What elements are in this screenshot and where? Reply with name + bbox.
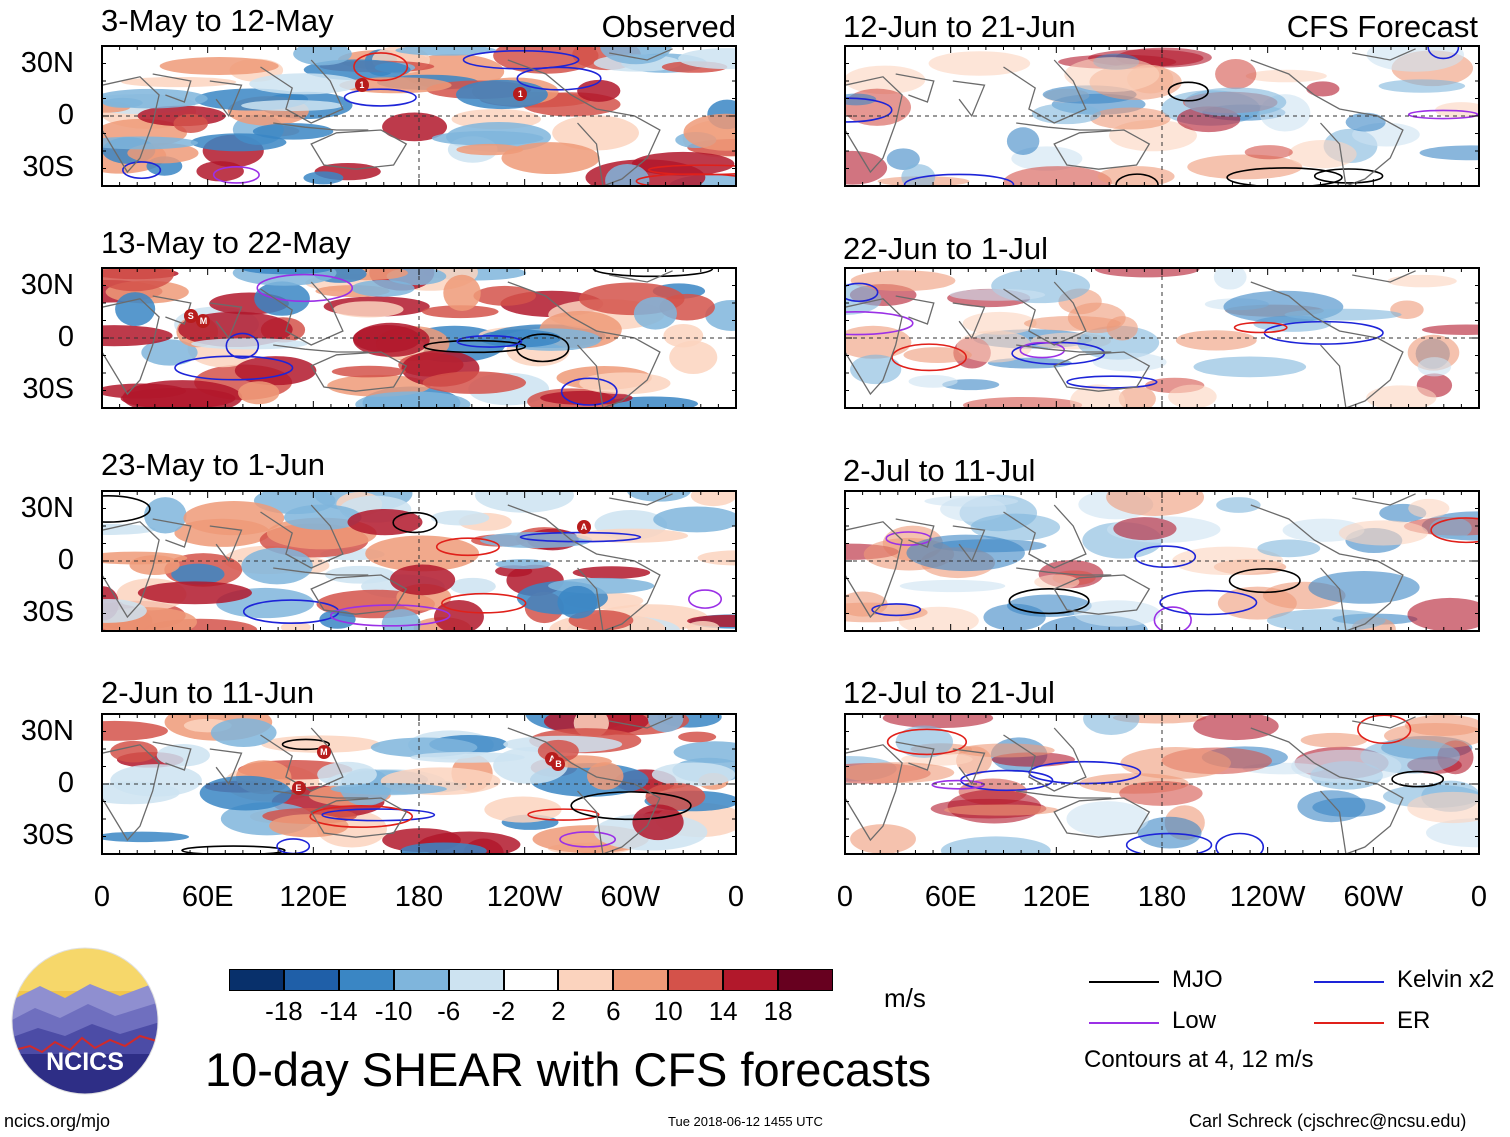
lon-label: 120E	[279, 881, 348, 913]
lat-label: 30N	[20, 269, 74, 302]
lat-label: 30S	[22, 150, 74, 183]
observed-shear-map-4	[101, 713, 737, 855]
storm-marker: E	[291, 781, 306, 796]
storm-marker: M	[196, 314, 211, 329]
colorbar	[229, 969, 833, 993]
observed-shear-map-2	[101, 267, 737, 409]
colorbar-tick-label: -6	[437, 996, 461, 1026]
storm-marker: A	[576, 520, 591, 535]
observed-shear-map-1	[101, 45, 737, 187]
lat-label: 30S	[22, 595, 74, 628]
lon-label: 0	[836, 881, 854, 913]
lon-label: 120W	[1229, 881, 1306, 913]
storm-marker: 1	[513, 86, 528, 101]
obs-panel-4-title: 2-Jun to 11-Jun	[101, 675, 315, 710]
legend-line-mjo	[1089, 981, 1159, 983]
legend-label: Low	[1172, 1007, 1217, 1034]
obs-panel-3-title: 23-May to 1-Jun	[101, 447, 325, 482]
colorbar-tick-label: -10	[374, 996, 413, 1026]
colorbar-tick-label: -14	[320, 996, 358, 1026]
lon-label: 120W	[486, 881, 563, 913]
colorbar-segment	[393, 969, 449, 991]
legend-line-kelvin-x2	[1314, 981, 1384, 983]
legend-line-low	[1089, 1022, 1159, 1024]
legend-label: Kelvin x2	[1397, 966, 1495, 993]
forecast-shear-map-3	[844, 490, 1480, 632]
colorbar-segment	[448, 969, 504, 991]
lat-label: 0	[57, 321, 74, 353]
colorbar-segment	[558, 969, 614, 991]
obs-panel-1-title: 3-May to 12-May	[101, 3, 334, 38]
colorbar-segment	[503, 969, 559, 991]
lon-label: 180	[394, 881, 444, 913]
storm-marker: M	[316, 744, 331, 759]
colorbar-unit: m/s	[884, 983, 926, 1013]
legend-line-er	[1314, 1022, 1384, 1024]
fcst-panel-4-title: 12-Jul to 21-Jul	[843, 675, 1055, 710]
observed-label: Observed	[601, 9, 736, 44]
colorbar-tick-label: 14	[708, 996, 738, 1026]
colorbar-segment	[229, 969, 284, 991]
lon-label: 120E	[1022, 881, 1091, 913]
fcst-panel-1-title: 12-Jun to 21-Jun	[843, 9, 1076, 44]
storm-marker: S	[183, 308, 198, 323]
lon-label: 60W	[1343, 881, 1404, 913]
lon-label: 60W	[600, 881, 661, 913]
colorbar-segment	[668, 969, 724, 991]
lat-label: 30N	[20, 715, 74, 748]
footer-url[interactable]: ncics.org/mjo	[4, 1111, 111, 1131]
fcst-panel-3-title: 2-Jul to 11-Jul	[843, 453, 1036, 488]
lon-label: 180	[1137, 881, 1187, 913]
colorbar-tick-label: 18	[763, 996, 793, 1026]
lat-label: 0	[57, 767, 74, 799]
colorbar-tick-label: -18	[265, 996, 303, 1026]
cfs-forecast-label: CFS Forecast	[1286, 9, 1478, 44]
ncics-logo: NCICS	[11, 947, 159, 1095]
colorbar-segment	[778, 969, 833, 991]
lat-label: 0	[57, 99, 74, 131]
colorbar-segment	[283, 969, 339, 991]
lat-label: 30S	[22, 372, 74, 405]
forecast-shear-map-1	[844, 45, 1480, 187]
colorbar-tick-label: -2	[491, 996, 516, 1026]
fcst-panel-2-title: 22-Jun to 1-Jul	[843, 231, 1049, 266]
colorbar-segment	[613, 969, 669, 991]
colorbar-segment	[723, 969, 779, 991]
lon-label: 0	[1470, 881, 1488, 913]
logo-text: NCICS	[46, 1048, 124, 1076]
colorbar-segment	[338, 969, 394, 991]
lon-label: 60E	[924, 881, 977, 913]
storm-marker: 1	[354, 78, 369, 93]
legend-label: ER	[1397, 1007, 1431, 1034]
observed-shear-map-3	[101, 490, 737, 632]
lat-label: 0	[57, 544, 74, 576]
obs-panel-2-title: 13-May to 22-May	[101, 225, 351, 260]
footer-credit: Carl Schreck (cjschrec@ncsu.edu)	[1189, 1111, 1467, 1131]
footer-timestamp: Tue 2018-06-12 1455 UTC	[668, 1114, 823, 1129]
storm-marker: B	[551, 757, 566, 772]
contour-note: Contours at 4, 12 m/s	[1084, 1046, 1314, 1073]
main-title: 10-day SHEAR with CFS forecasts	[205, 1043, 932, 1096]
colorbar-tick-label: 2	[551, 996, 566, 1026]
forecast-shear-map-2	[844, 267, 1480, 409]
lon-label: 0	[727, 881, 745, 913]
lon-label: 60E	[181, 881, 234, 913]
lon-label: 0	[93, 881, 111, 913]
lat-label: 30S	[22, 818, 74, 851]
lat-label: 30N	[20, 47, 74, 80]
colorbar-tick-label: 6	[606, 996, 621, 1026]
legend-label: MJO	[1172, 966, 1223, 993]
forecast-shear-map-4	[844, 713, 1480, 855]
lat-label: 30N	[20, 492, 74, 525]
colorbar-tick-label: 10	[653, 996, 683, 1026]
